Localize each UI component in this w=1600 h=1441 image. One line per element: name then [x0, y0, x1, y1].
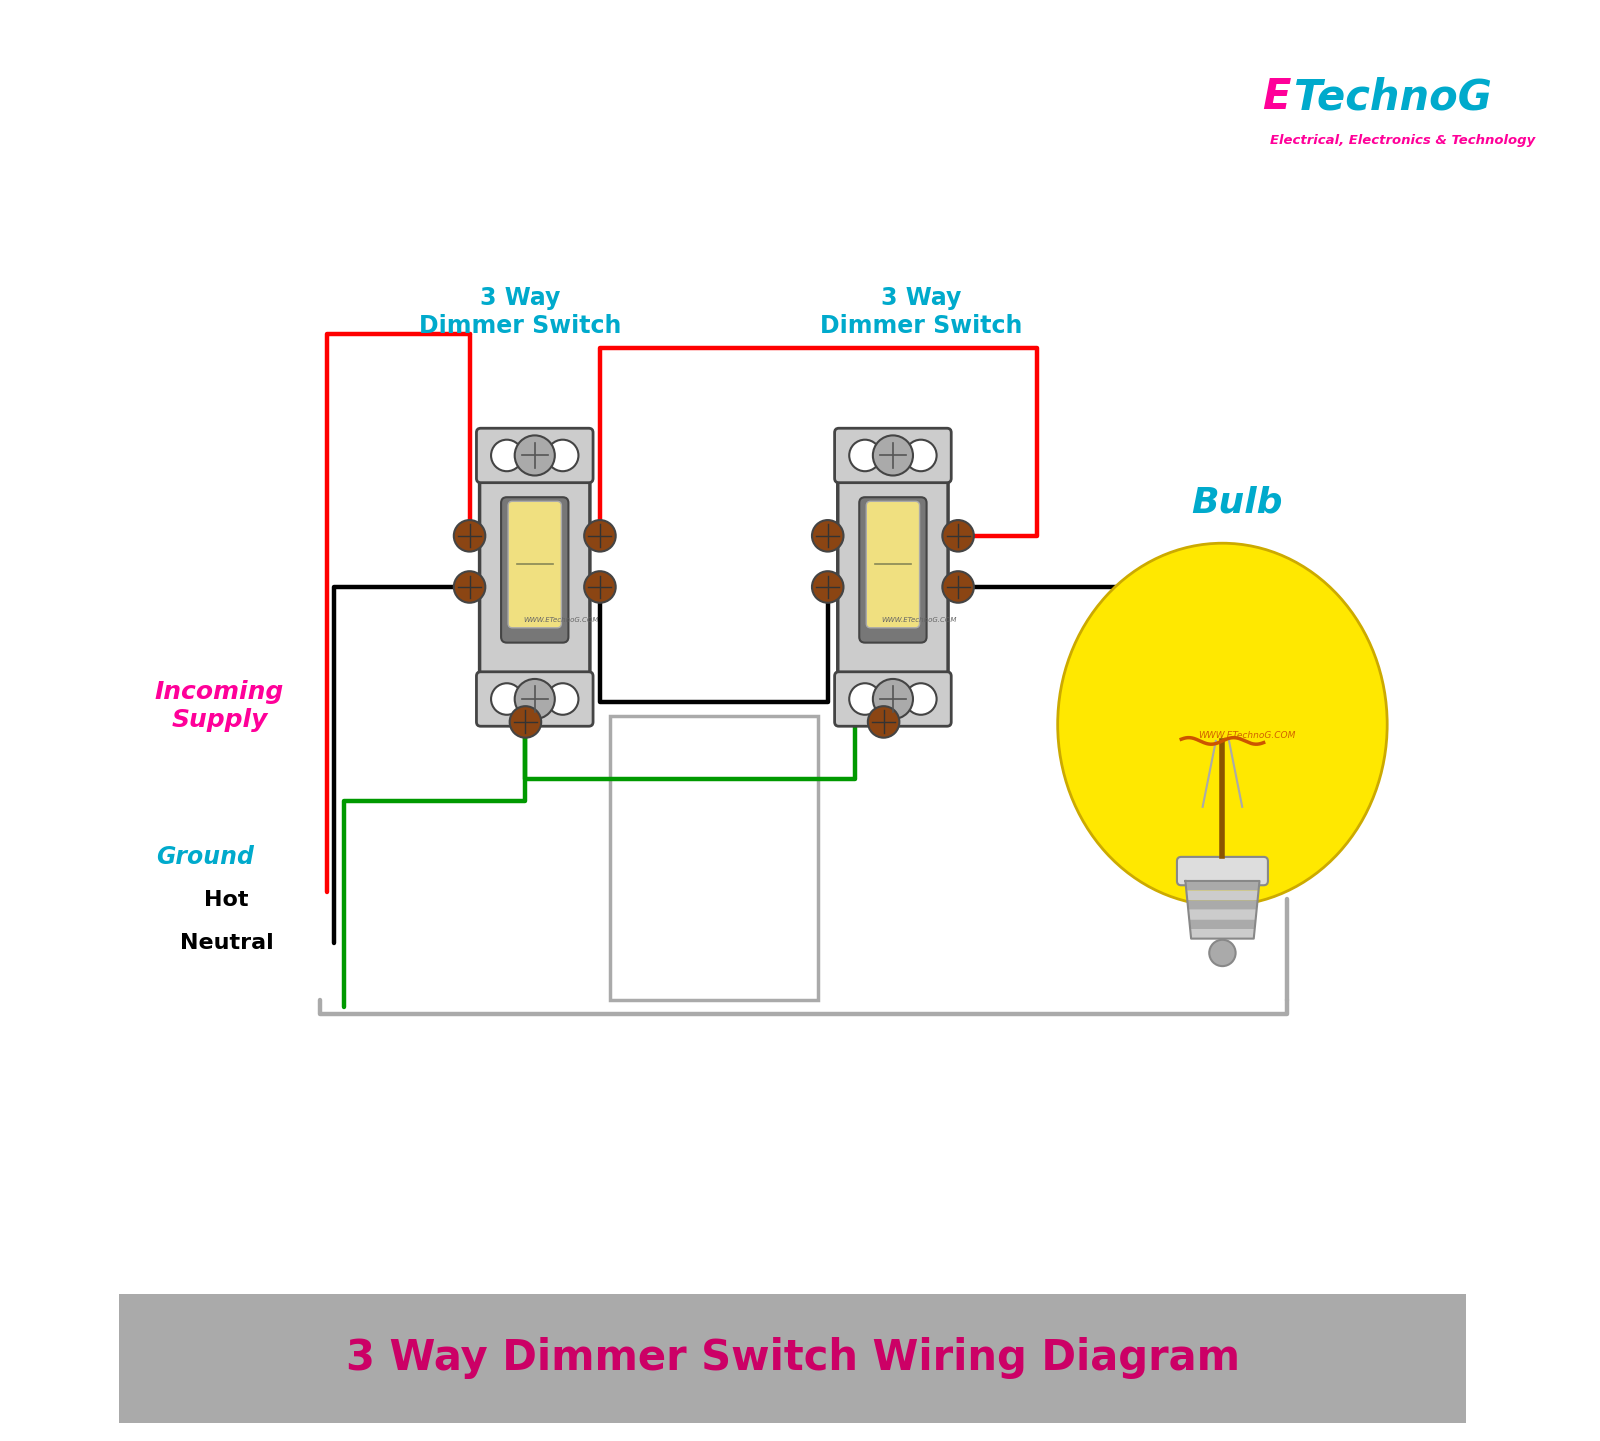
- Circle shape: [584, 571, 616, 602]
- Circle shape: [874, 679, 914, 719]
- Polygon shape: [1186, 891, 1259, 901]
- Circle shape: [491, 440, 523, 471]
- FancyBboxPatch shape: [835, 428, 952, 483]
- Circle shape: [491, 683, 523, 715]
- Circle shape: [906, 440, 936, 471]
- Circle shape: [510, 706, 541, 738]
- Text: Electrical, Electronics & Technology: Electrical, Electronics & Technology: [1270, 134, 1534, 147]
- Text: Bulb: Bulb: [1190, 486, 1283, 519]
- FancyBboxPatch shape: [859, 497, 926, 643]
- Circle shape: [584, 520, 616, 552]
- FancyBboxPatch shape: [866, 501, 920, 628]
- FancyBboxPatch shape: [838, 447, 949, 708]
- Circle shape: [454, 520, 485, 552]
- FancyBboxPatch shape: [477, 672, 594, 726]
- Circle shape: [867, 706, 899, 738]
- Circle shape: [906, 683, 936, 715]
- Polygon shape: [1187, 901, 1258, 909]
- Circle shape: [454, 571, 485, 602]
- Polygon shape: [1189, 919, 1256, 929]
- Circle shape: [1210, 940, 1235, 965]
- Circle shape: [515, 435, 555, 476]
- FancyBboxPatch shape: [835, 672, 952, 726]
- FancyBboxPatch shape: [509, 501, 562, 628]
- Polygon shape: [1189, 909, 1256, 919]
- Circle shape: [515, 679, 555, 719]
- Text: E: E: [1262, 76, 1291, 118]
- Polygon shape: [1186, 880, 1259, 891]
- Circle shape: [942, 571, 974, 602]
- Circle shape: [811, 520, 843, 552]
- Circle shape: [942, 520, 974, 552]
- Bar: [120, 1294, 1466, 1422]
- FancyBboxPatch shape: [480, 447, 590, 708]
- Circle shape: [547, 440, 579, 471]
- Text: 3 Way
Dimmer Switch: 3 Way Dimmer Switch: [419, 287, 622, 339]
- Text: Hot: Hot: [205, 889, 250, 909]
- Circle shape: [850, 683, 880, 715]
- FancyBboxPatch shape: [1178, 857, 1267, 885]
- Bar: [610, 716, 818, 1000]
- Text: WWW.ETechnoG.COM: WWW.ETechnoG.COM: [1198, 732, 1296, 741]
- Text: Incoming
Supply: Incoming Supply: [155, 680, 285, 732]
- Text: Ground: Ground: [157, 844, 254, 869]
- Circle shape: [811, 571, 843, 602]
- Text: 3 Way
Dimmer Switch: 3 Way Dimmer Switch: [821, 287, 1022, 339]
- Text: WWW.ETechnoG.COM: WWW.ETechnoG.COM: [882, 617, 957, 623]
- Circle shape: [547, 683, 579, 715]
- Circle shape: [850, 440, 880, 471]
- Polygon shape: [1190, 929, 1254, 938]
- FancyBboxPatch shape: [477, 428, 594, 483]
- Text: WWW.ETechnoG.COM: WWW.ETechnoG.COM: [523, 617, 598, 623]
- Text: TechnoG: TechnoG: [1294, 76, 1491, 118]
- Circle shape: [874, 435, 914, 476]
- Text: 3 Way Dimmer Switch Wiring Diagram: 3 Way Dimmer Switch Wiring Diagram: [346, 1337, 1240, 1379]
- Text: Neutral: Neutral: [179, 932, 274, 953]
- FancyBboxPatch shape: [501, 497, 568, 643]
- Ellipse shape: [1058, 543, 1387, 906]
